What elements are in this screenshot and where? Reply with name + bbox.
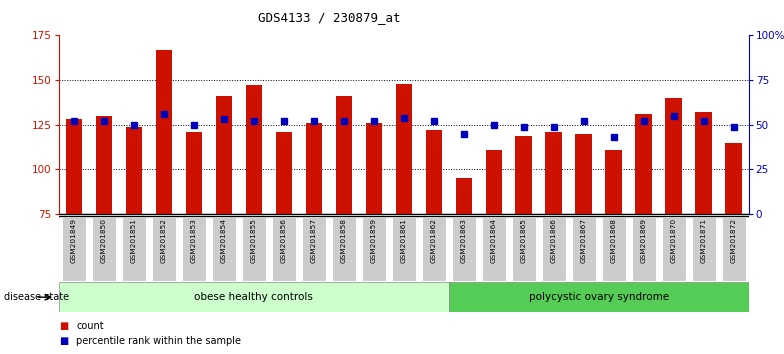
Text: GSM201870: GSM201870: [671, 218, 677, 263]
Bar: [636, 114, 652, 214]
Bar: [632, 217, 655, 281]
Bar: [395, 84, 412, 214]
Bar: [662, 217, 686, 281]
Text: GSM201861: GSM201861: [401, 218, 407, 263]
Bar: [695, 112, 712, 214]
Bar: [481, 217, 506, 281]
Bar: [96, 116, 112, 214]
Bar: [241, 217, 266, 281]
Bar: [516, 136, 532, 214]
Bar: [212, 217, 236, 281]
Text: polycystic ovary syndrome: polycystic ovary syndrome: [528, 292, 669, 302]
Text: ■: ■: [59, 336, 68, 346]
Text: GSM201855: GSM201855: [251, 218, 257, 263]
Bar: [575, 134, 592, 214]
Bar: [666, 98, 682, 214]
Text: GSM201859: GSM201859: [371, 218, 377, 263]
Bar: [272, 217, 296, 281]
Bar: [122, 217, 146, 281]
Bar: [182, 217, 205, 281]
Bar: [332, 217, 356, 281]
Bar: [691, 217, 716, 281]
Bar: [725, 143, 742, 214]
Bar: [59, 282, 448, 312]
Text: GSM201858: GSM201858: [341, 218, 347, 263]
Bar: [302, 217, 326, 281]
Bar: [275, 132, 292, 214]
Bar: [605, 150, 622, 214]
Text: GSM201852: GSM201852: [161, 218, 167, 263]
Text: GSM201865: GSM201865: [521, 218, 527, 263]
Bar: [92, 217, 116, 281]
Bar: [216, 96, 232, 214]
Bar: [542, 217, 566, 281]
Text: GDS4133 / 230879_at: GDS4133 / 230879_at: [258, 11, 401, 24]
Bar: [186, 132, 202, 214]
Bar: [365, 123, 382, 214]
Bar: [152, 217, 176, 281]
Text: GSM201868: GSM201868: [611, 218, 617, 263]
Text: count: count: [76, 321, 103, 331]
Text: GSM201869: GSM201869: [641, 218, 647, 263]
Text: GSM201854: GSM201854: [221, 218, 227, 263]
Text: GSM201867: GSM201867: [581, 218, 586, 263]
Text: GSM201871: GSM201871: [701, 218, 706, 263]
Text: GSM201849: GSM201849: [71, 218, 77, 263]
Bar: [392, 217, 416, 281]
Bar: [125, 127, 142, 214]
Text: GSM201856: GSM201856: [281, 218, 287, 263]
Text: disease state: disease state: [4, 292, 69, 302]
Bar: [546, 132, 562, 214]
Bar: [245, 85, 262, 214]
Bar: [602, 217, 626, 281]
Text: GSM201857: GSM201857: [310, 218, 317, 263]
Text: GSM201864: GSM201864: [491, 218, 497, 263]
Bar: [572, 217, 596, 281]
Text: GSM201851: GSM201851: [131, 218, 136, 263]
Text: GSM201850: GSM201850: [101, 218, 107, 263]
Bar: [306, 123, 322, 214]
Bar: [512, 217, 535, 281]
Text: GSM201862: GSM201862: [430, 218, 437, 263]
Bar: [448, 282, 749, 312]
Bar: [426, 130, 442, 214]
Bar: [485, 150, 502, 214]
Text: GSM201866: GSM201866: [550, 218, 557, 263]
Bar: [456, 178, 472, 214]
Bar: [336, 96, 352, 214]
Bar: [422, 217, 446, 281]
Text: ■: ■: [59, 321, 68, 331]
Bar: [361, 217, 386, 281]
Bar: [452, 217, 476, 281]
Bar: [66, 119, 82, 214]
Bar: [62, 217, 85, 281]
Text: GSM201863: GSM201863: [461, 218, 466, 263]
Bar: [155, 50, 172, 214]
Text: obese healthy controls: obese healthy controls: [194, 292, 314, 302]
Bar: [722, 217, 746, 281]
Text: GSM201853: GSM201853: [191, 218, 197, 263]
Text: percentile rank within the sample: percentile rank within the sample: [76, 336, 241, 346]
Text: GSM201872: GSM201872: [731, 218, 737, 263]
